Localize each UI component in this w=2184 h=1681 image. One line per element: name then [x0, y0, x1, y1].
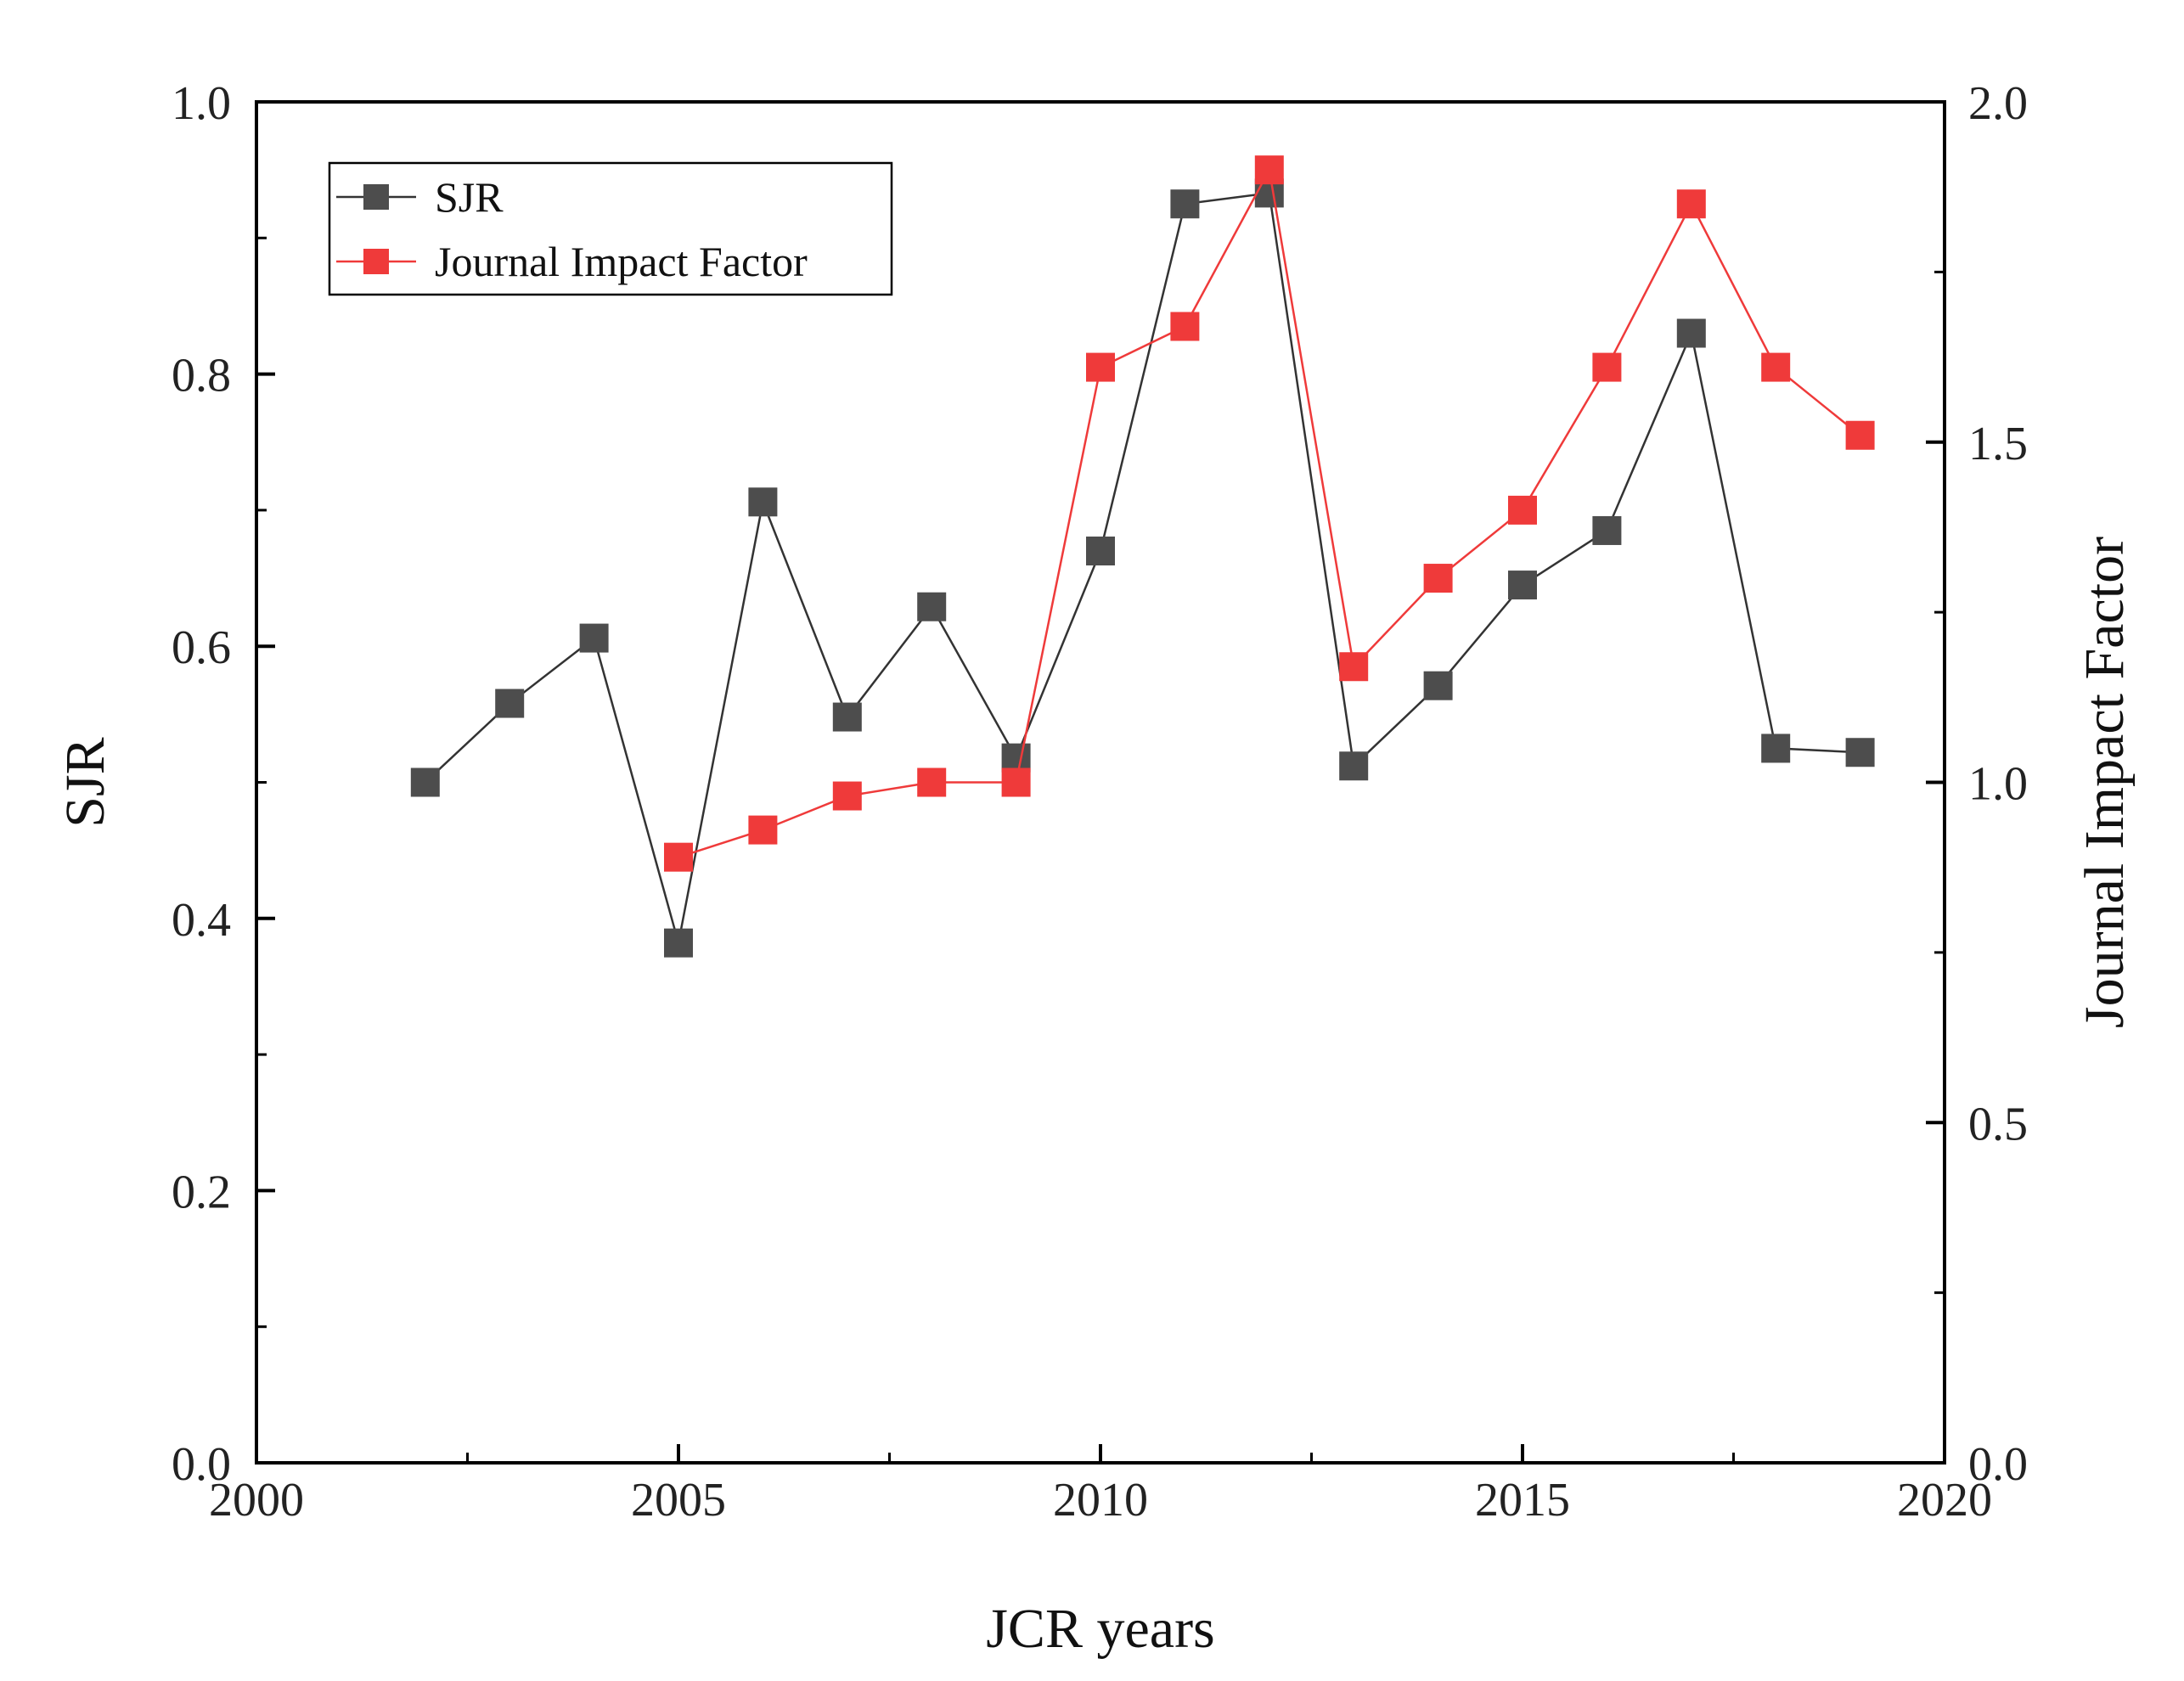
legend-marker — [363, 184, 389, 210]
sjr-point — [495, 689, 525, 718]
sjr-point — [832, 702, 862, 732]
jif-point — [1339, 652, 1369, 682]
y-axis-title: SJR — [54, 737, 116, 827]
ticks-layer: 2000 2005 2010 2015 20200.00.20.40.60.81.00.… — [172, 77, 2028, 1526]
jif-point — [1508, 495, 1537, 525]
sjr-point — [664, 928, 693, 958]
sjr-point — [1761, 734, 1791, 763]
jif-point — [1254, 155, 1284, 185]
legend-label: SJR — [435, 173, 504, 221]
jif-point — [1592, 352, 1622, 382]
sjr-point — [1339, 751, 1369, 781]
sjr-point — [579, 623, 609, 653]
x-tick-label: 2005 — [631, 1474, 726, 1526]
sjr-point — [1170, 189, 1200, 219]
sjr-point — [917, 592, 947, 621]
sjr-point — [1508, 571, 1537, 600]
jif-point — [832, 781, 862, 811]
series-layer — [410, 155, 1875, 958]
y2-tick-label: 0.0 — [1968, 1438, 2028, 1491]
sjr-point — [1086, 536, 1115, 565]
sjr-point — [1676, 318, 1706, 348]
y2-tick-label: 1.0 — [1968, 758, 2028, 811]
jif-point — [917, 767, 947, 797]
legend-box — [328, 161, 893, 296]
jif-point — [748, 815, 778, 845]
x-axis-title: JCR years — [986, 1598, 1214, 1660]
legend-label: Journal Impact Factor — [435, 238, 808, 285]
y-tick-label: 0.2 — [172, 1166, 231, 1218]
y-tick-label: 0.6 — [172, 621, 231, 674]
y2-tick-label: 1.5 — [1968, 418, 2028, 470]
jif-point — [1676, 189, 1706, 219]
y-tick-label: 0.8 — [172, 350, 231, 402]
sjr-point — [1423, 671, 1453, 700]
y2-axis-title: Journal Impact Factor — [2074, 537, 2136, 1028]
x-tick-label: 2020 — [1897, 1474, 1992, 1526]
legend-items: SJR Journal Impact Factor — [336, 173, 808, 285]
series-line-sjr — [424, 192, 1860, 943]
jif-point — [1423, 564, 1453, 593]
sjr-point — [748, 487, 778, 517]
jif-point — [1761, 352, 1791, 382]
x-tick-label: 2010 — [1053, 1474, 1148, 1526]
y2-tick-label: 0.5 — [1968, 1098, 2028, 1150]
x-tick-label: 2000 — [209, 1474, 304, 1526]
y-tick-label: 0.0 — [172, 1438, 231, 1491]
jif-point — [1845, 420, 1875, 450]
y2-tick-label: 2.0 — [1968, 77, 2028, 130]
jif-point — [1170, 312, 1200, 341]
legend: SJR Journal Impact Factor — [328, 161, 893, 296]
legend-marker — [363, 249, 389, 274]
y-tick-label: 0.4 — [172, 894, 231, 947]
y-tick-label: 1.0 — [172, 77, 231, 130]
sjr-point — [410, 767, 440, 797]
x-tick-label: 2015 — [1475, 1474, 1570, 1526]
jif-point — [1001, 767, 1031, 797]
jif-point — [1086, 352, 1115, 382]
sjr-point — [1845, 738, 1875, 767]
jif-point — [664, 842, 693, 872]
sjr-point — [1001, 743, 1031, 773]
sjr-point — [1592, 515, 1622, 545]
